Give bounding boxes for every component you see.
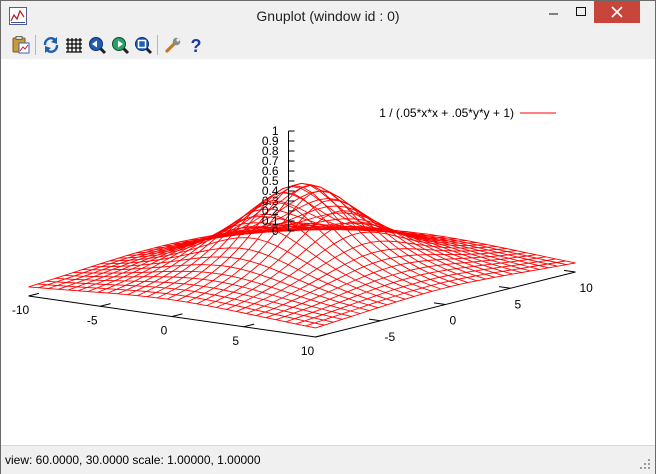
resize-grip-icon[interactable] (639, 458, 651, 470)
zoom-autoscale-icon (135, 37, 153, 55)
plot-area[interactable]: -10 -5 0 5 10 -5 0 5 10 0 0.1 0.2 0.3 0.4 0.5 0.6 0.7 0.8… (1, 59, 655, 445)
surface-mesh-line (64, 274, 352, 317)
minimize-button[interactable] (539, 1, 567, 23)
help-button[interactable]: ? (186, 35, 206, 55)
close-button[interactable] (594, 1, 640, 23)
help-icon: ? (191, 36, 202, 55)
z-tick-label: 1 (272, 124, 279, 138)
replot-button[interactable] (41, 35, 61, 55)
title-bar[interactable]: Gnuplot (window id : 0) (1, 1, 655, 31)
y-tick-label: 10 (580, 281, 594, 295)
zoom-next-icon (112, 37, 130, 55)
app-icon[interactable] (9, 7, 27, 25)
surface-mesh-line (288, 221, 576, 264)
y-tick (498, 286, 511, 289)
surface-mesh-line (275, 254, 536, 321)
z-tick-label: 0.2 (262, 204, 279, 218)
z-tick-label: 0.6 (262, 164, 279, 178)
x-tick (243, 323, 255, 328)
surface-mesh-line (305, 260, 566, 327)
plot-axes: -10-50510-5051000.10.20.30.40.50.60.70.8… (12, 124, 593, 358)
x-tick (315, 333, 327, 338)
surface-mesh-line (127, 213, 415, 297)
zoom-previous-icon (89, 37, 107, 55)
svg-text:?: ? (191, 36, 202, 55)
y-tick-label: 0 (450, 314, 457, 328)
grid-icon (66, 38, 82, 53)
z-tick-label: 0.7 (262, 154, 279, 168)
window-title: Gnuplot (window id : 0) (256, 8, 400, 24)
surface-mesh-line (73, 270, 361, 314)
clipboard-icon (12, 36, 30, 54)
next-zoom-button[interactable] (110, 35, 130, 55)
surface-mesh-line (246, 248, 507, 314)
status-text: view: 60.0000, 30.0000 scale: 1.00000, 1… (5, 453, 261, 467)
z-tick-label: 0.5 (262, 174, 279, 188)
surface-mesh-line (255, 250, 517, 317)
autoscale-button[interactable] (133, 35, 153, 55)
y-tick-label: 5 (515, 297, 522, 311)
y-tick (368, 318, 381, 322)
surface-mesh (28, 182, 576, 329)
copy-to-clipboard-button[interactable] (11, 35, 31, 55)
surface-mesh-line (216, 221, 477, 308)
surface-mesh-line (285, 256, 546, 323)
x-tick (28, 292, 40, 297)
maximize-icon (576, 7, 586, 16)
toggle-grid-button[interactable] (64, 35, 84, 55)
surface-mesh-line (270, 224, 558, 267)
z-tick-label: 0.4 (262, 184, 279, 198)
surface-mesh-line (82, 264, 370, 312)
status-bar: view: 60.0000, 30.0000 scale: 1.00000, 1… (1, 445, 655, 474)
x-tick (100, 303, 111, 307)
close-icon (611, 6, 623, 18)
y-tick (563, 269, 576, 273)
x-tick-label: -10 (12, 303, 30, 317)
options-button[interactable] (163, 35, 183, 55)
maximize-button[interactable] (567, 1, 595, 23)
surface-mesh-line (136, 201, 424, 295)
previous-zoom-button[interactable] (87, 35, 107, 55)
toolbar-separator (157, 35, 158, 55)
surface-mesh-line (109, 237, 397, 303)
surface-mesh-line (295, 258, 556, 325)
surface-plot[interactable]: -10-50510-5051000.10.20.30.40.50.60.70.8… (1, 59, 655, 445)
toolbar: ? (1, 31, 655, 59)
x-tick (171, 313, 183, 317)
x-tick-label: -5 (87, 313, 98, 327)
y-tick-label: -5 (385, 330, 396, 344)
surface-mesh-line (261, 226, 549, 269)
surface-mesh-line (37, 283, 325, 326)
wrench-icon (165, 37, 181, 53)
x-tick-label: 5 (232, 334, 239, 348)
toolbar-separator (35, 35, 36, 55)
z-tick-label: 0 (272, 224, 279, 238)
surface-mesh-line (180, 190, 469, 284)
surface-mesh-line (234, 226, 522, 273)
z-tick-label: 0.3 (262, 194, 279, 208)
surface-mesh-line (91, 256, 379, 309)
refresh-icon (43, 37, 59, 53)
x-tick-label: 10 (301, 344, 315, 358)
y-tick (433, 302, 446, 305)
surface-mesh-line (28, 286, 316, 329)
surface-mesh-line (279, 223, 567, 266)
surface-mesh-line (265, 252, 527, 319)
surface-mesh-line (46, 280, 334, 323)
z-tick-label: 0.9 (262, 134, 279, 148)
x-tick-label: 0 (161, 324, 168, 338)
z-tick-label: 0.1 (262, 214, 279, 228)
surface-mesh-line (315, 262, 576, 329)
z-tick-label: 0.8 (262, 144, 279, 158)
legend-label: 1 / (.05*x*x + .05*y*y + 1) (379, 106, 514, 120)
surface-mesh-line (100, 247, 388, 306)
surface-mesh-line (55, 277, 343, 320)
